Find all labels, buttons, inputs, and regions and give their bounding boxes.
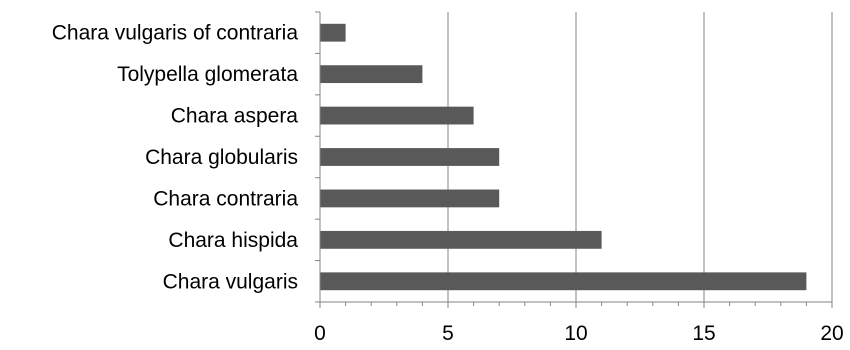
category-label: Chara contraria xyxy=(153,187,298,210)
x-tick-label: 0 xyxy=(314,322,326,345)
x-tick-label: 10 xyxy=(564,322,587,345)
category-label: Chara aspera xyxy=(171,105,299,128)
bars xyxy=(320,23,807,291)
category-label: Tolypella glomerata xyxy=(117,63,298,86)
x-tick-labels: 0 5 10 15 20 xyxy=(314,322,844,345)
axes xyxy=(315,11,833,308)
bar xyxy=(320,272,807,291)
category-label: Chara vulgaris of contraria xyxy=(52,22,299,45)
bar xyxy=(320,189,500,208)
bar xyxy=(320,106,474,125)
bar xyxy=(320,148,500,166)
gridlines xyxy=(447,12,833,302)
x-tick-label: 15 xyxy=(692,322,715,345)
bar xyxy=(320,65,423,84)
category-labels: Chara vulgaris of contraria Tolypella glo… xyxy=(52,22,299,294)
x-tick-label: 20 xyxy=(820,322,843,345)
x-tick-label: 5 xyxy=(442,322,454,345)
category-label: Chara globularis xyxy=(145,146,298,169)
bar xyxy=(320,23,346,42)
bar xyxy=(320,230,602,249)
category-label: Chara vulgaris xyxy=(163,270,298,293)
category-label: Chara hispida xyxy=(168,229,298,252)
